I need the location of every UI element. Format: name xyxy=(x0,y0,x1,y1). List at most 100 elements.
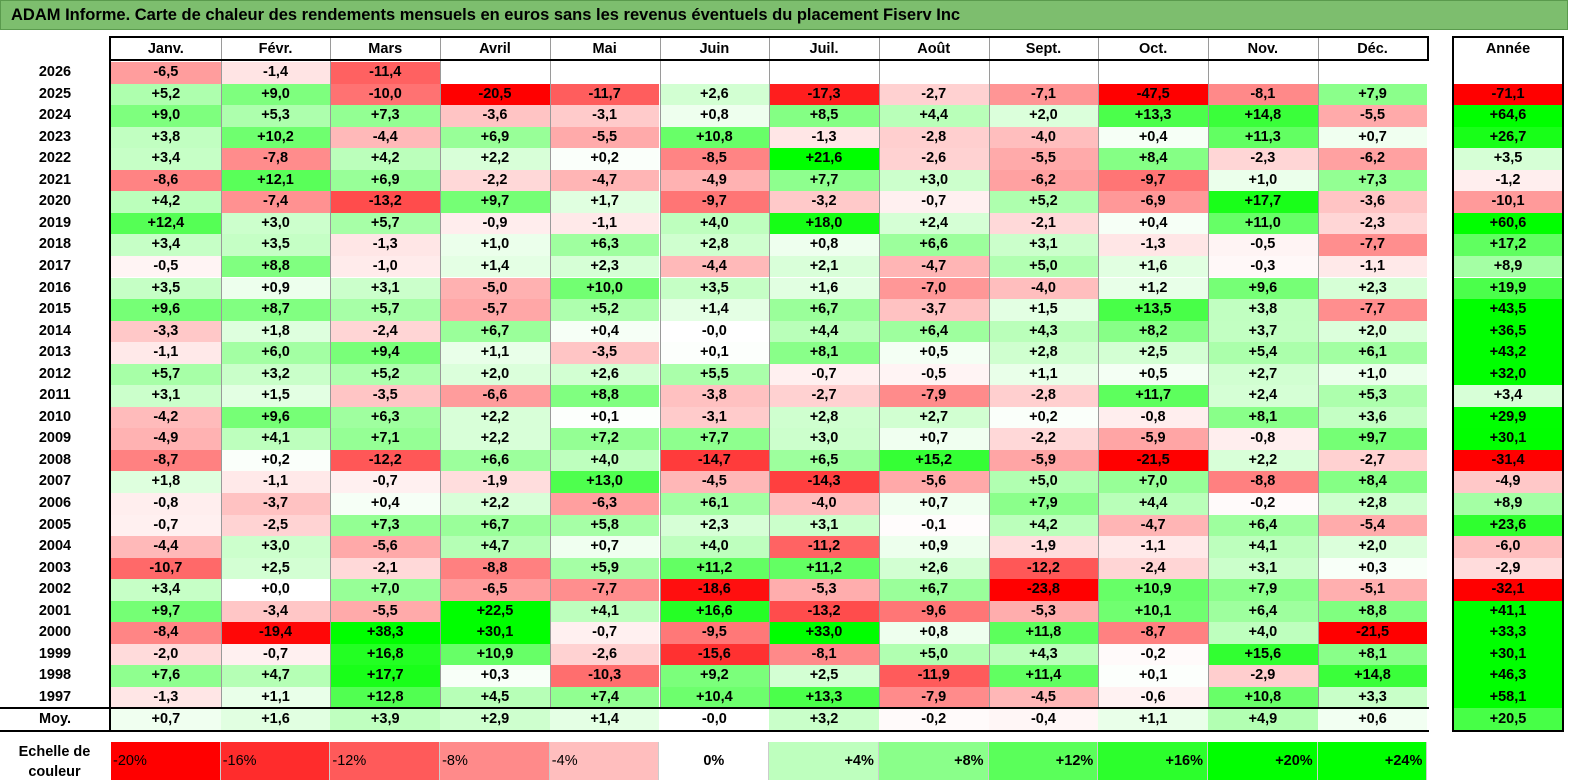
year-label: 2026 xyxy=(38,64,72,80)
heatmap-cell: -7,7 xyxy=(549,579,660,601)
heatmap-cell: +3,8 xyxy=(111,126,221,149)
heatmap-cell: -2,7 xyxy=(769,385,879,407)
heatmap-cell: +5,3 xyxy=(1317,385,1428,407)
color-scale-stop: -20% xyxy=(111,742,221,780)
heatmap-cell: -4,4 xyxy=(111,536,221,558)
heatmap-cell: +3,1 xyxy=(111,385,221,407)
heatmap-cell: -4,9 xyxy=(659,169,770,192)
heatmap-cell: -3,2 xyxy=(769,191,879,213)
heatmap-cell: -2,4 xyxy=(330,320,441,343)
heatmap-cell: +16,8 xyxy=(330,643,441,666)
heatmap-cell: +4,0 xyxy=(659,212,770,235)
heatmap-cell: -0,7 xyxy=(878,191,989,213)
heatmap-cell: +1,5 xyxy=(988,299,1099,321)
heatmap-cell: -9,5 xyxy=(659,622,770,644)
color-scale-stop: -4% xyxy=(549,742,660,780)
month-header: Févr. xyxy=(258,41,293,57)
heatmap-cell: +4,0 xyxy=(549,449,660,472)
heatmap-cell: -13,2 xyxy=(330,191,441,213)
heatmap-cell: -5,5 xyxy=(330,600,441,623)
heatmap-cell: +7,0 xyxy=(330,579,441,601)
heatmap-cell: +0,7 xyxy=(878,428,989,450)
heatmap-cell: +5,9 xyxy=(549,557,660,580)
average-cell: +4,9 xyxy=(1208,708,1318,730)
annual-cell: +26,7 xyxy=(1454,126,1562,149)
heatmap-cell: -0,7 xyxy=(111,514,221,537)
heatmap-cell: -5,0 xyxy=(440,277,550,300)
heatmap-cell: +5,7 xyxy=(111,363,221,386)
heatmap-cell: +2,7 xyxy=(1208,363,1318,386)
heatmap-cell: -7,7 xyxy=(1317,299,1428,321)
chart-title: ADAM Informe. Carte de chaleur des rende… xyxy=(0,0,1568,30)
heatmap-cell: -9,6 xyxy=(878,600,989,623)
heatmap-cell: -0,8 xyxy=(111,493,221,515)
heatmap-cell: +1,4 xyxy=(440,255,550,278)
heatmap-cell: +8,5 xyxy=(769,105,879,127)
heatmap-cell: -4,4 xyxy=(659,255,770,278)
color-scale-stop: +4% xyxy=(769,742,879,780)
heatmap-cell: +1,7 xyxy=(549,191,660,213)
heatmap-cell: +2,5 xyxy=(220,557,331,580)
heatmap-cell: -5,7 xyxy=(440,299,550,321)
year-label: 2014 xyxy=(38,322,72,339)
heatmap-cell: +4,7 xyxy=(220,665,331,687)
heatmap-cell: -8,7 xyxy=(1098,622,1208,644)
heatmap-cell: -6,2 xyxy=(1317,148,1428,170)
annual-cell: +36,5 xyxy=(1454,320,1562,343)
heatmap-cell: +3,5 xyxy=(659,277,770,300)
heatmap-cell: -2,8 xyxy=(988,385,1099,407)
heatmap-cell: -3,1 xyxy=(659,406,770,429)
heatmap-cell: -6,3 xyxy=(549,493,660,515)
annual-cell: +46,3 xyxy=(1454,665,1562,687)
heatmap-cell: +2,0 xyxy=(440,363,550,386)
heatmap-cell: -5,4 xyxy=(1317,514,1428,537)
heatmap-cell: +0,3 xyxy=(440,665,550,687)
annual-cell: +19,9 xyxy=(1454,277,1562,300)
heatmap-cell: -0,6 xyxy=(1098,686,1208,709)
heatmap-cell: +13,3 xyxy=(1098,105,1208,127)
heatmap-cell: -0,7 xyxy=(549,622,660,644)
annual-cell: -2,9 xyxy=(1454,557,1562,580)
heatmap-cell: -2,6 xyxy=(878,148,989,170)
average-cell: +1,1 xyxy=(1098,708,1208,730)
heatmap-cell: +8,8 xyxy=(1317,600,1428,623)
heatmap-cell: +6,4 xyxy=(878,320,989,343)
heatmap-cell: +9,7 xyxy=(1317,428,1428,450)
heatmap-cell: +7,7 xyxy=(659,428,770,450)
heatmap-cell: +12,4 xyxy=(111,212,221,235)
heatmap-cell: -1,9 xyxy=(440,471,550,493)
annual-average-cell: +20,5 xyxy=(1454,708,1562,730)
heatmap-cell: +5,7 xyxy=(330,212,441,235)
heatmap-cell: +11,4 xyxy=(988,665,1099,687)
heatmap-cell: -10,7 xyxy=(111,557,221,580)
heatmap-cell: +0,8 xyxy=(878,622,989,644)
month-header: Mars xyxy=(368,41,403,57)
average-cell: -0,4 xyxy=(988,708,1099,730)
heatmap-cell: -14,7 xyxy=(659,449,770,472)
heatmap-cell: -6,2 xyxy=(988,169,1099,192)
heatmap-cell: +8,4 xyxy=(1317,471,1428,493)
heatmap-cell: +9,0 xyxy=(111,105,221,127)
year-label: 2006 xyxy=(38,495,72,511)
heatmap-cell: +8,4 xyxy=(1098,148,1208,170)
heatmap-cell: +7,9 xyxy=(988,493,1099,515)
heatmap-cell: +7,2 xyxy=(549,428,660,450)
heatmap-cell: -2,2 xyxy=(988,428,1099,450)
heatmap-cell: -0,9 xyxy=(440,212,550,235)
color-scale-stop: +20% xyxy=(1208,742,1318,780)
heatmap-cell: +4,4 xyxy=(769,320,879,343)
heatmap-cell: +3,4 xyxy=(111,234,221,256)
heatmap-cell: +2,3 xyxy=(659,514,770,537)
heatmap-cell: -3,6 xyxy=(1317,191,1428,213)
heatmap-cell: +1,1 xyxy=(220,686,331,709)
heatmap-cell: +0,8 xyxy=(659,105,770,127)
heatmap-cell: -6,6 xyxy=(440,385,550,407)
heatmap-cell: +6,6 xyxy=(440,449,550,472)
color-scale-stop: -8% xyxy=(440,742,550,780)
year-label: 2011 xyxy=(39,387,71,404)
heatmap-cell: +7,9 xyxy=(1317,83,1428,106)
heatmap-cell: +30,1 xyxy=(440,622,550,644)
month-header: Mai xyxy=(592,41,617,57)
heatmap-cell: -0,2 xyxy=(1098,643,1208,666)
heatmap-cell: -8,5 xyxy=(659,148,770,170)
